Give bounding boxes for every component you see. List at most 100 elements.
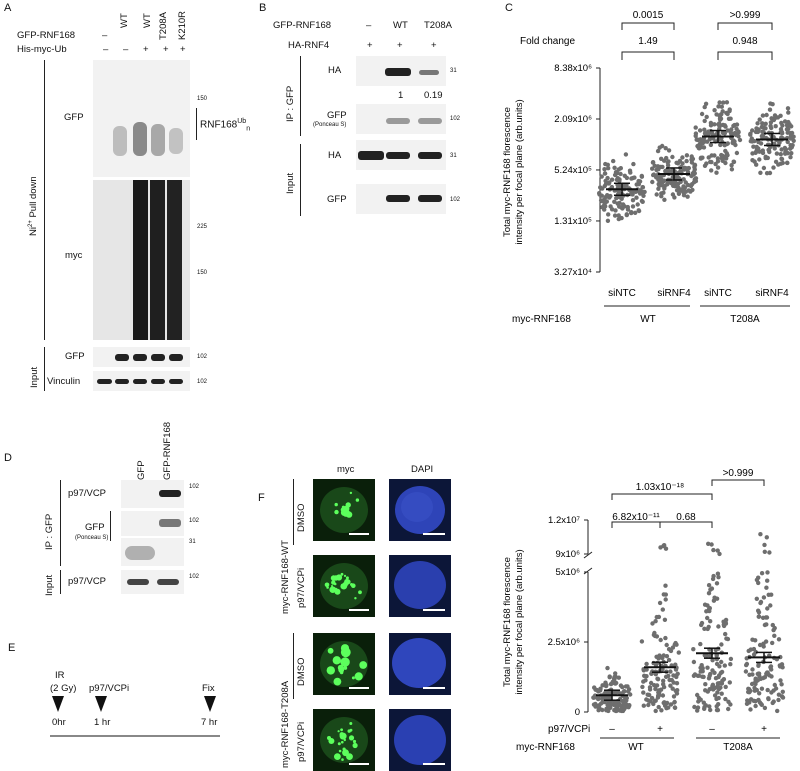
c-data-point	[717, 114, 723, 119]
c-data-point	[767, 170, 773, 176]
f-data-point	[723, 631, 728, 637]
c-data-point	[788, 136, 793, 141]
e-time-2: 7 hr	[201, 717, 218, 728]
f-data-point	[701, 700, 706, 705]
f-data-point	[756, 662, 761, 667]
e-event-1-label2: p97/VCPi	[89, 683, 130, 694]
b-quant-1: 1	[398, 90, 404, 101]
c-data-point	[650, 166, 655, 171]
f-data-point	[753, 638, 758, 643]
f-data-point	[607, 674, 612, 679]
c-data-point	[623, 152, 629, 157]
f-data-point	[780, 665, 785, 670]
c-data-point	[640, 185, 645, 190]
panel-c-letter: C	[505, 2, 513, 14]
f-data-point	[657, 600, 663, 606]
f-sign-2: –	[709, 724, 715, 735]
c-data-point	[625, 207, 631, 212]
c-data-point	[715, 165, 721, 170]
f-data-point	[703, 682, 708, 687]
focus-spot	[334, 502, 338, 507]
f-pvalue-t208a: >0.999	[723, 468, 754, 479]
f-data-point	[605, 665, 610, 671]
f-treatment-label: p97/VCPi	[548, 724, 590, 735]
f-data-point	[757, 642, 763, 648]
f-data-point	[748, 688, 753, 694]
c-data-point	[771, 165, 776, 170]
c-xtick-0: siNTC	[608, 288, 636, 299]
c-data-point	[702, 127, 707, 132]
f-data-point	[658, 637, 663, 643]
f-data-point	[706, 583, 712, 588]
c-data-point	[773, 159, 779, 164]
a-marker-102a: 102	[197, 354, 208, 360]
c-data-point	[758, 141, 764, 146]
c-data-point	[598, 198, 604, 203]
b-input-ha-blot	[356, 140, 446, 170]
c-data-point	[700, 139, 705, 144]
d-input-p97-blot	[121, 570, 184, 594]
f-col-header-dapi: DAPI	[411, 464, 434, 475]
a-col-header-4: K210R	[177, 10, 188, 40]
panel-f-chart: 1.03x10⁻¹⁸ >0.999 6.82x10⁻¹¹ 0.68 1.2x10…	[502, 468, 786, 753]
c-ytick-label: 3.27x10⁴	[554, 267, 592, 278]
c-data-point	[784, 123, 790, 128]
f-data-point	[772, 633, 777, 638]
c-data-point	[757, 157, 762, 162]
d-marker-31: 31	[189, 539, 196, 545]
d-ponceau-label: (Ponceau S)	[75, 535, 109, 541]
f-data-point	[752, 688, 757, 693]
c-data-point	[606, 212, 611, 217]
focus-spot	[340, 572, 344, 576]
f-data-point	[770, 640, 775, 646]
c-data-point	[650, 160, 656, 165]
f-row-label-2: DMSO	[296, 657, 307, 687]
f-data-point	[720, 678, 725, 683]
c-data-point	[637, 179, 643, 184]
f-data-point	[672, 700, 677, 705]
f-data-point	[612, 676, 617, 681]
b-col-header-1: WT	[393, 20, 408, 31]
f-data-point	[756, 608, 761, 613]
f-row-label-0: DMSO	[296, 503, 307, 533]
f-ytick-label: 2.5x10⁶	[548, 637, 581, 648]
f-data-point	[668, 683, 673, 688]
f-data-point	[759, 571, 765, 576]
c-data-point	[729, 163, 734, 168]
c-data-point	[657, 183, 662, 188]
f-data-point	[727, 680, 732, 685]
e-arrow-0	[52, 696, 64, 712]
c-data-point	[629, 210, 634, 216]
f-data-point	[613, 671, 618, 676]
focus-spot	[342, 506, 349, 512]
c-data-point	[654, 192, 659, 197]
focus-spot	[348, 735, 355, 741]
a-marker-150a: 150	[197, 96, 208, 102]
f-data-point	[671, 680, 676, 685]
c-data-point	[734, 150, 740, 156]
c-data-point	[761, 165, 767, 171]
f-data-point	[710, 658, 715, 663]
f-data-point	[776, 637, 782, 642]
f-img-wt-vcpi-myc	[313, 555, 375, 617]
c-xtick-2: siNTC	[704, 288, 732, 299]
f-data-point	[725, 636, 731, 642]
c-data-point	[760, 148, 765, 153]
a-ann-sub: n	[246, 125, 251, 133]
d-ip-label: IP : GFP	[44, 513, 55, 550]
f-data-point	[762, 675, 768, 680]
c-data-point	[785, 160, 790, 165]
f-data-point	[641, 679, 646, 684]
f-sign-3: +	[761, 724, 767, 735]
c-data-point	[725, 128, 730, 133]
f-data-point	[640, 684, 645, 690]
f-data-point	[764, 585, 769, 590]
a-blot-myc-label: myc	[65, 250, 83, 261]
c-data-point	[616, 167, 621, 172]
f-data-point	[653, 698, 658, 703]
focus-spot	[347, 729, 351, 733]
a-marker-225: 225	[197, 224, 208, 230]
f-data-point	[764, 615, 770, 620]
f-group-wt: myc-RNF168-WT	[280, 540, 291, 614]
c-group-wt: WT	[640, 314, 656, 325]
